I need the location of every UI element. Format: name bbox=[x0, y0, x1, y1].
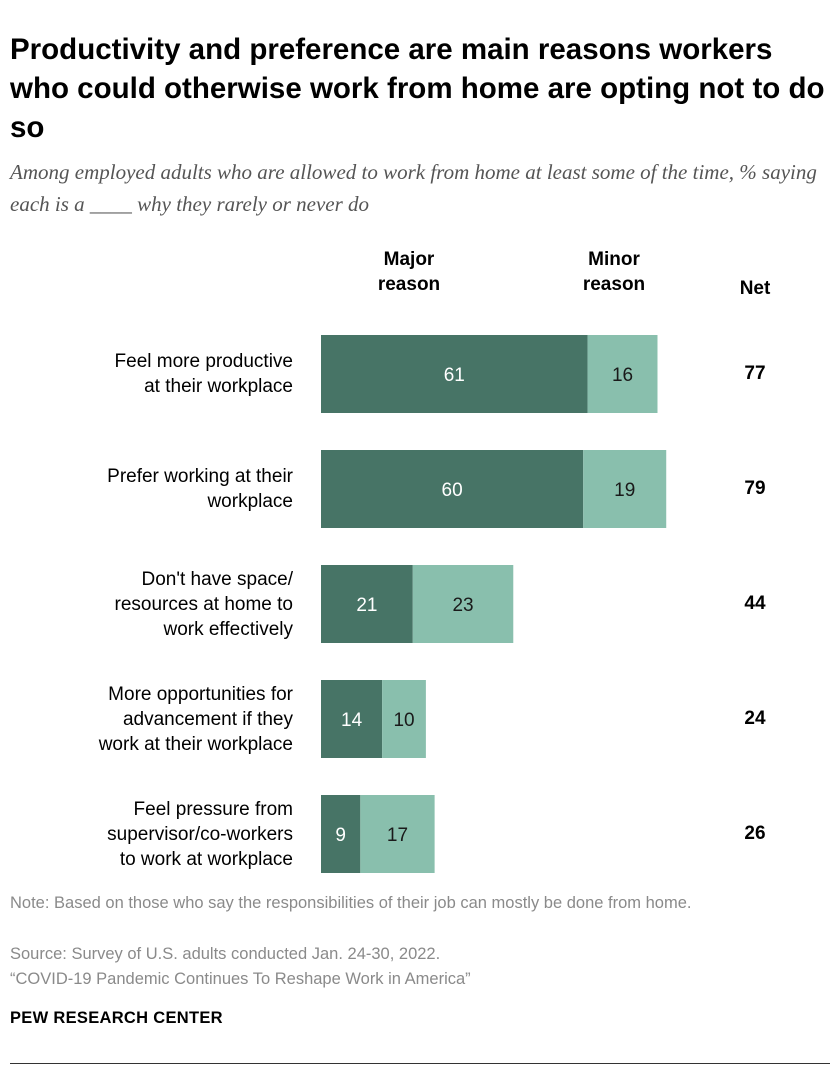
bar-major-reason bbox=[321, 335, 588, 413]
column-header-minor-line-1: Minor bbox=[588, 249, 640, 270]
data-label-minor: 16 bbox=[612, 365, 633, 386]
data-label-minor: 17 bbox=[387, 825, 408, 846]
publisher-brand: PEW RESEARCH CENTER bbox=[10, 1009, 223, 1027]
bar-minor-reason bbox=[412, 565, 514, 643]
column-header-major-line-2: reason bbox=[377, 274, 441, 295]
data-label-minor: 10 bbox=[393, 710, 414, 731]
bar-minor-reason bbox=[583, 450, 667, 528]
net-value: 26 bbox=[744, 823, 766, 844]
bar-major-reason bbox=[321, 795, 361, 873]
data-label-major: 14 bbox=[341, 710, 363, 731]
bar-major-reason bbox=[321, 565, 413, 643]
column-header-minor-line-2: reason bbox=[582, 274, 646, 295]
column-header-minor: Minor reason bbox=[564, 247, 664, 297]
net-value: 24 bbox=[744, 708, 766, 729]
footer-report: “COVID-19 Pandemic Continues To Reshape … bbox=[10, 970, 471, 988]
bottom-rule bbox=[10, 1063, 830, 1064]
category-label-line: to work at workplace bbox=[119, 848, 293, 870]
category-label: Don't have space/resources at home to wor… bbox=[20, 567, 293, 642]
chart-subtitle: Among employed adults who are allowed to… bbox=[10, 160, 817, 216]
category-label-line: workplace bbox=[207, 491, 293, 512]
category-label: Feel more productive at their workplace bbox=[20, 349, 293, 399]
chart-title: Productivity and preference are main rea… bbox=[10, 33, 825, 144]
column-header-net: Net bbox=[739, 278, 771, 299]
bar-minor-reason bbox=[587, 335, 658, 413]
data-label-major: 60 bbox=[442, 480, 463, 501]
category-label: More opportunities for advancement if the… bbox=[20, 682, 293, 757]
category-label-line: resources at home to bbox=[114, 593, 293, 615]
column-header-major: Major reason bbox=[359, 247, 459, 297]
data-label-minor: 19 bbox=[614, 480, 635, 501]
bar-minor-reason bbox=[360, 795, 435, 873]
category-label-line: supervisor/co-workers bbox=[107, 823, 293, 845]
data-label-major: 21 bbox=[356, 595, 377, 616]
category-label-line: More opportunities for bbox=[108, 683, 293, 705]
column-header-major-line-1: Major bbox=[383, 249, 435, 270]
data-label-major: 61 bbox=[444, 365, 465, 386]
category-label-line: at their workplace bbox=[144, 376, 293, 397]
data-label-major: 9 bbox=[335, 825, 346, 846]
footer-note: Note: Based on those who say the respons… bbox=[10, 894, 692, 912]
bar-major-reason bbox=[321, 680, 383, 758]
category-label-line: work effectively bbox=[163, 618, 293, 640]
bar-major-reason bbox=[321, 450, 584, 528]
footer-source: Source: Survey of U.S. adults conducted … bbox=[10, 945, 441, 963]
net-value: 44 bbox=[744, 593, 766, 614]
category-label: Prefer working at their workplace bbox=[20, 464, 293, 514]
category-label-line: advancement if they bbox=[122, 708, 293, 730]
category-label: Feel pressure from supervisor/co-workers t… bbox=[20, 797, 293, 872]
category-label-line: Feel more productive bbox=[114, 351, 293, 372]
category-label-line: Don't have space/ bbox=[141, 568, 294, 590]
net-value: 79 bbox=[744, 478, 766, 499]
category-label-line: Prefer working at their bbox=[107, 466, 293, 487]
bar-minor-reason bbox=[382, 680, 426, 758]
data-label-minor: 23 bbox=[452, 595, 473, 616]
category-label-line: work at their workplace bbox=[98, 733, 293, 755]
category-label-line: Feel pressure from bbox=[133, 798, 293, 820]
net-value: 77 bbox=[744, 363, 766, 384]
